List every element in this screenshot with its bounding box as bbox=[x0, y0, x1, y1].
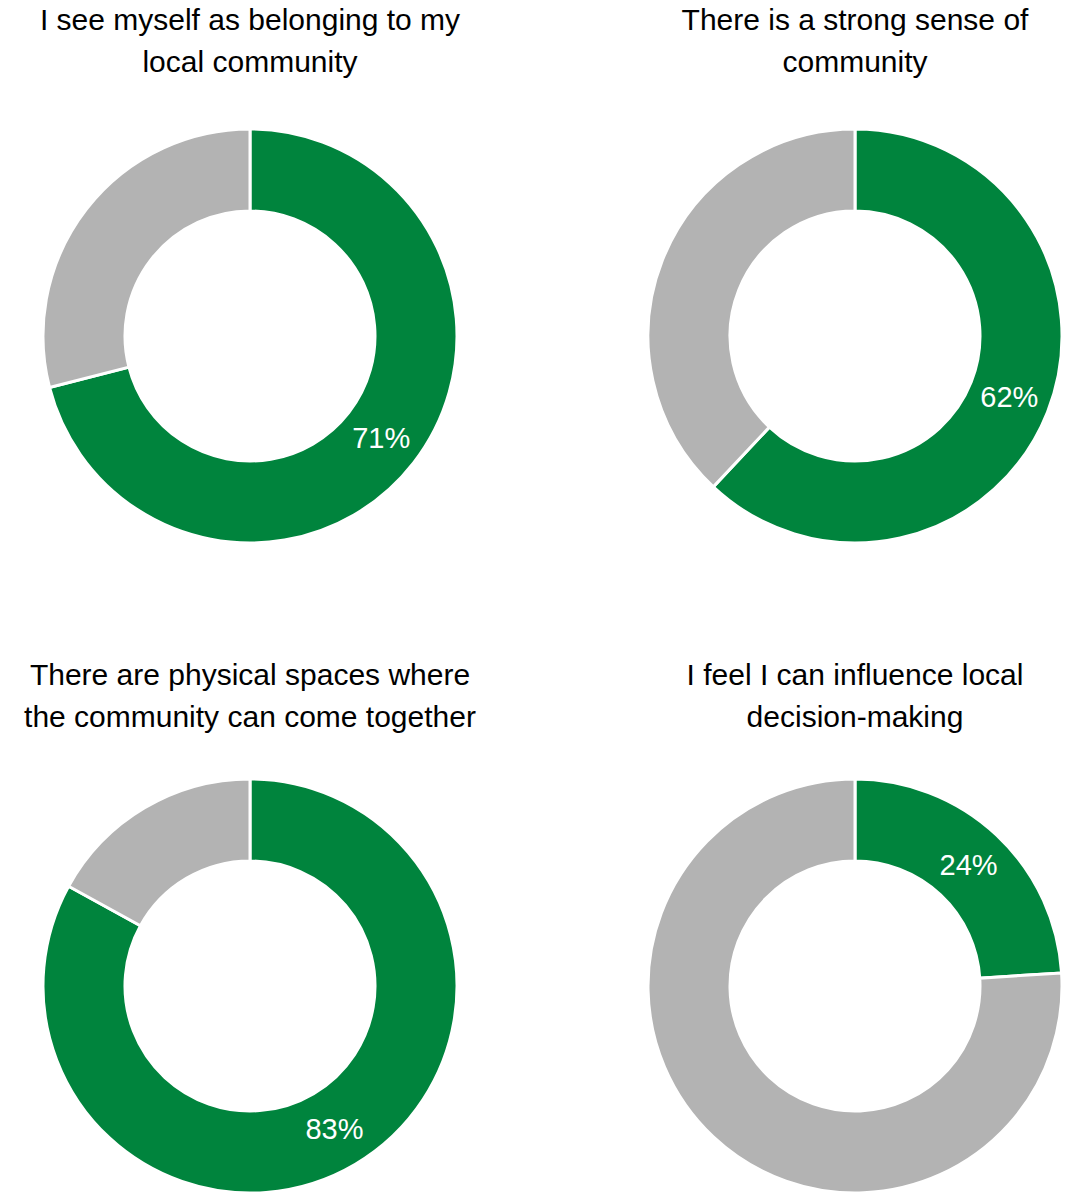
donut-slice bbox=[648, 129, 855, 487]
title-line: I see myself as belonging to my bbox=[40, 3, 460, 36]
donut-slices bbox=[648, 129, 1062, 543]
chart-title: There are physical spaces where the commu… bbox=[24, 658, 476, 733]
donut-chart: There is a strong sense of community 62% bbox=[648, 3, 1062, 543]
title-line: local community bbox=[142, 45, 357, 78]
chart-canvas: I see myself as belonging to my local com… bbox=[0, 0, 1090, 1202]
title-line: I feel I can influence local bbox=[687, 658, 1024, 691]
donut-slice bbox=[43, 779, 457, 1193]
donut-chart: I feel I can influence local decision-mak… bbox=[648, 658, 1062, 1193]
data-labels: 71% bbox=[352, 422, 410, 454]
data-labels: 24% bbox=[940, 849, 998, 881]
chart-title: There is a strong sense of community bbox=[682, 3, 1030, 78]
title-line: community bbox=[782, 45, 927, 78]
donut-chart: I see myself as belonging to my local com… bbox=[40, 3, 460, 543]
title-line: There is a strong sense of bbox=[682, 3, 1030, 36]
donut-slices bbox=[43, 129, 457, 543]
data-label: 24% bbox=[940, 849, 998, 881]
donut-slices bbox=[43, 779, 457, 1193]
title-line: decision-making bbox=[747, 700, 964, 733]
title-line: There are physical spaces where bbox=[30, 658, 470, 691]
donut-slice bbox=[648, 779, 1062, 1193]
donut-slice bbox=[69, 779, 250, 926]
data-label: 83% bbox=[305, 1113, 363, 1145]
donut-slice bbox=[855, 779, 1062, 978]
donut-slices bbox=[648, 779, 1062, 1193]
chart-title: I see myself as belonging to my local com… bbox=[40, 3, 460, 78]
data-label: 62% bbox=[980, 381, 1038, 413]
data-label: 71% bbox=[352, 422, 410, 454]
data-labels: 62% bbox=[980, 381, 1038, 413]
data-labels: 83% bbox=[305, 1113, 363, 1145]
donut-slice bbox=[43, 129, 250, 387]
title-line: the community can come together bbox=[24, 700, 476, 733]
donut-chart: There are physical spaces where the commu… bbox=[24, 658, 476, 1193]
chart-title: I feel I can influence local decision-mak… bbox=[687, 658, 1024, 733]
